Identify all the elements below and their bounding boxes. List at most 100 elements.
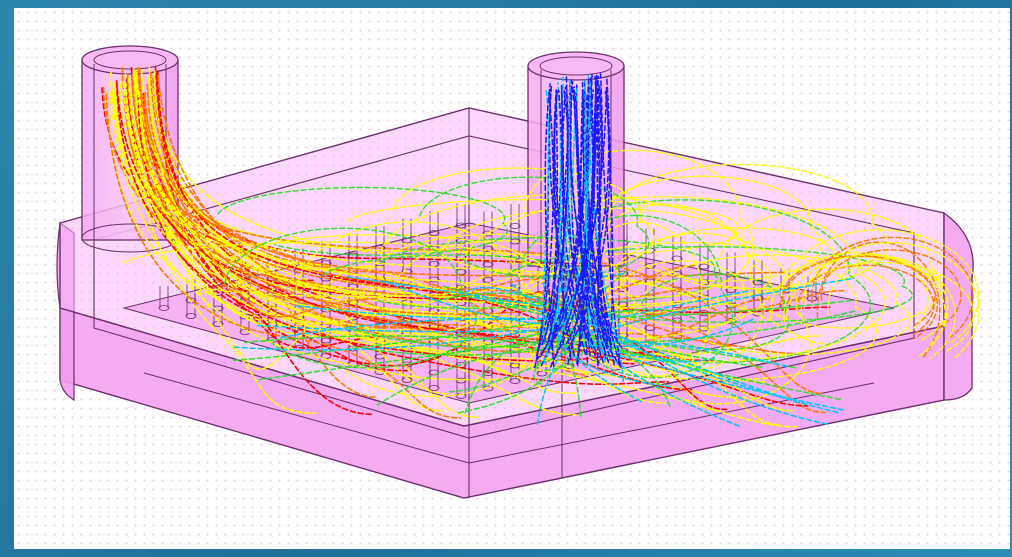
streamline — [442, 207, 772, 314]
simulation-canvas — [14, 8, 1010, 549]
streamline — [147, 77, 686, 357]
streamline — [553, 90, 572, 360]
streamline — [128, 77, 781, 426]
streamline — [579, 203, 763, 373]
streamline — [565, 76, 594, 344]
streamline — [572, 86, 605, 364]
streamline — [574, 308, 696, 328]
base-groove — [143, 372, 875, 464]
streamline — [544, 83, 555, 368]
streamline — [155, 72, 635, 365]
pin-fin — [509, 204, 521, 229]
streamline — [553, 87, 608, 340]
streamline — [540, 89, 584, 367]
streamline — [258, 333, 589, 381]
streamline — [720, 208, 943, 329]
streamline — [233, 322, 569, 351]
streamline — [217, 186, 509, 256]
streamline — [244, 335, 573, 348]
streamline — [520, 199, 872, 364]
streamline — [135, 75, 445, 412]
streamline — [591, 310, 634, 316]
streamline — [553, 299, 853, 318]
streamline — [547, 86, 567, 354]
streamline — [783, 254, 957, 359]
streamline — [536, 325, 582, 426]
streamline — [535, 91, 572, 357]
streamline — [347, 326, 561, 348]
streamline — [567, 74, 598, 365]
streamline — [820, 249, 962, 328]
streamline — [543, 79, 571, 364]
streamline — [153, 69, 796, 309]
streamline — [605, 91, 614, 345]
streamline — [280, 317, 586, 339]
housing-right-cap — [943, 211, 974, 401]
streamline — [589, 290, 749, 325]
streamline — [557, 89, 597, 353]
streamline — [520, 241, 878, 381]
streamline — [124, 95, 824, 395]
streamline — [596, 83, 602, 348]
velocity-streamlines — [101, 65, 980, 428]
streamline — [105, 92, 748, 399]
streamline — [376, 346, 561, 406]
streamline — [419, 176, 650, 279]
streamline — [232, 315, 582, 362]
streamline — [110, 71, 834, 346]
streamline — [346, 198, 739, 256]
streamline — [586, 278, 852, 336]
streamline — [609, 163, 889, 290]
streamline — [505, 246, 913, 323]
streamline — [380, 236, 718, 304]
streamline — [587, 74, 618, 340]
streamline — [554, 77, 597, 358]
streamline — [596, 75, 615, 366]
streamline — [557, 328, 671, 408]
streamline — [122, 81, 557, 367]
streamline — [597, 90, 601, 367]
streamline — [575, 269, 628, 320]
streamline — [826, 257, 949, 346]
streamline — [133, 72, 395, 324]
streamline — [113, 92, 449, 395]
streamline — [786, 261, 975, 353]
streamline — [641, 273, 790, 351]
streamline — [149, 71, 378, 318]
streamline — [549, 82, 585, 348]
pin-fin — [455, 203, 467, 229]
streamline — [780, 229, 980, 345]
streamline — [542, 88, 550, 345]
streamline — [295, 221, 540, 398]
streamline — [157, 91, 516, 317]
streamline — [148, 89, 667, 404]
streamline — [392, 167, 655, 276]
streamline — [587, 314, 829, 425]
streamline — [457, 343, 583, 414]
streamline — [816, 241, 941, 360]
streamline — [321, 254, 595, 310]
streamline — [584, 79, 607, 363]
streamline — [573, 86, 611, 358]
streamline — [121, 66, 538, 297]
streamline — [384, 280, 559, 326]
flow-simulation-render — [56, 45, 980, 499]
streamline — [115, 82, 659, 362]
streamline — [125, 88, 366, 370]
streamline — [580, 318, 754, 348]
streamline — [565, 91, 610, 345]
streamline — [464, 286, 575, 317]
streamline — [141, 94, 697, 315]
streamline — [119, 81, 795, 412]
streamline — [534, 91, 554, 369]
streamline — [557, 78, 591, 341]
streamline — [599, 232, 811, 405]
streamline — [556, 331, 642, 403]
streamline — [108, 81, 501, 381]
streamline — [157, 74, 702, 340]
streamline — [122, 241, 545, 298]
streamline — [590, 340, 788, 368]
pin-fin — [158, 286, 170, 311]
streamline — [800, 242, 980, 360]
